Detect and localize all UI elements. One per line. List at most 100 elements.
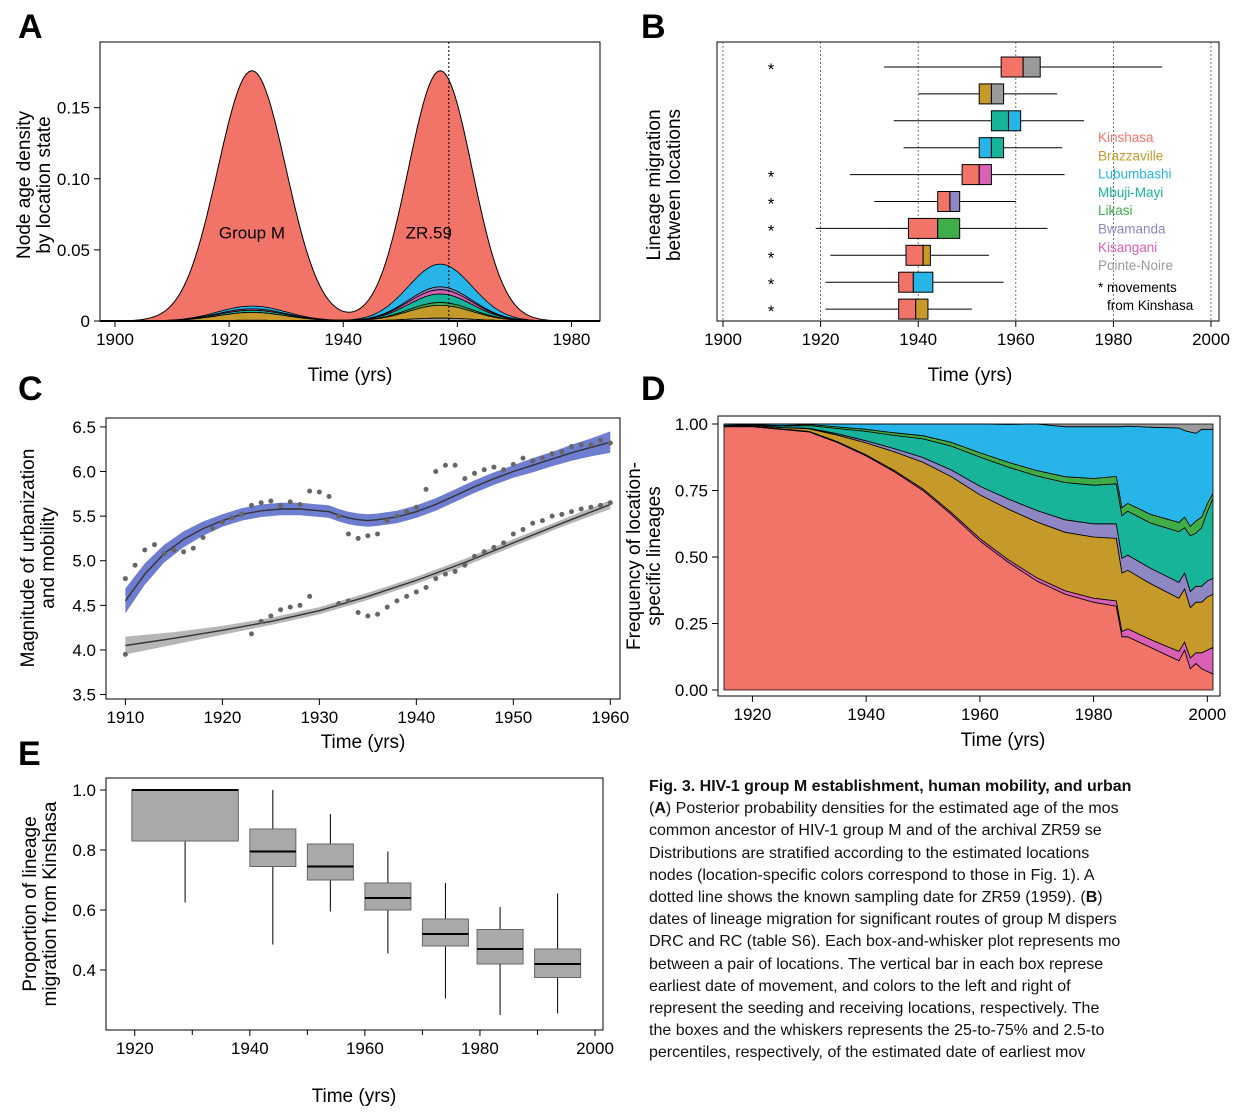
panel-c-fit-1 [125,503,611,647]
caption-panel-ref: B [1085,889,1098,907]
panel-c-point [181,549,187,555]
panel-c-x-tick-label: 1960 [591,708,629,727]
panel-a-x-tick-label: 1980 [553,330,591,349]
panel-b-star: * [768,221,775,240]
panel-c-point [307,488,313,494]
panel-c-point [539,455,545,461]
caption-line: the boxes and the whiskers represents th… [649,1022,1105,1040]
panel-c-point [588,442,594,448]
panel-c-y-tick-label: 5.0 [72,552,96,571]
panel-c-point [607,440,613,446]
caption-line: Distributions are stratified according t… [649,844,1090,862]
panel-c-point [171,547,177,553]
panel-a-ylabel-line: by location state [34,116,55,253]
panel-c-point [472,553,478,559]
panel-b-box-right [990,137,1005,159]
panel-b-box-left [961,164,980,186]
panel-c-point [258,618,264,624]
panel-d-x-tick-label: 1920 [734,705,772,724]
panel-c-point [472,470,478,476]
panel-b-x-tick-label: 1940 [899,330,937,349]
panel-c-point [384,518,390,524]
panel-d-x-tick-label: 1960 [961,705,999,724]
panel-b-frame [716,41,1220,322]
panel-e-y-tick-label: 0.8 [72,841,96,860]
panel-c-point [161,551,167,557]
panel-a: Group M ZR.59 1900 1920 1940 1960 1980 0 0.05 0.1… [14,41,601,386]
panel-c-point [229,515,235,521]
panel-b-box-left [978,137,992,159]
panel-c-point [287,499,293,505]
panel-c-point [345,598,351,604]
stack-pointe-noire [724,423,1214,434]
panel-e-ylabel: Proportion of lineagemigration from Kins… [20,801,61,1006]
panel-c-point [520,527,526,533]
panel-c-point [297,602,303,608]
panel-c-y-tick-label: 6.0 [72,463,96,482]
panel-b-star: * [768,195,775,214]
panel-b-box-right [937,217,961,239]
panel-c-point [481,467,487,473]
panel-e-y-tick-label: 1.0 [72,781,96,800]
panel-letter-A: A [18,8,43,46]
panel-a-x-tick-label: 1900 [96,330,134,349]
panel-b-ylabel: Lineage migrationbetween locations [644,109,685,261]
panel-e-frame [105,777,604,1031]
legend-note-2: from Kinshasa [1107,298,1194,313]
panel-c-point [462,476,468,482]
panel-c-point [190,545,196,551]
caption-line: between a pair of locations. The vertica… [649,955,1104,973]
panel-c-point [258,500,264,506]
panel-b-box-right [912,271,934,293]
panel-c-x-tick-label: 1930 [300,708,338,727]
panel-c-point [423,486,429,492]
legend-lubumbashi: Lubumbashi [1098,167,1172,182]
panel-c-point [287,604,293,610]
panel-c-point [549,513,555,519]
panel-b: * * * * * * * Kinshasa Brazzaville Lubumbashi Mbuj… [644,41,1230,386]
panel-c-point [394,513,400,519]
area-kinshasa [114,70,600,322]
panel-c-point [132,562,138,568]
panel-c-y-tick-label: 5.5 [72,507,96,526]
panel-d-x-tick-label: 2000 [1188,705,1226,724]
panel-b-x-tick-label: 1920 [802,330,840,349]
panel-c-point [578,442,584,448]
panel-c-point [510,531,516,537]
caption-line: nodes (location-specific colors correspo… [649,866,1095,884]
caption-line: dates of lineage migration for significa… [649,911,1117,929]
panel-c-y-tick-label: 6.5 [72,418,96,437]
panel-c-point [355,535,361,541]
panel-c-point [530,520,536,526]
panel-a-x-tick-label: 1920 [210,330,248,349]
panel-e: 1920 1940 1960 1980 2000 0.4 0.6 0.8 1.0 Time (yr… [20,777,614,1107]
panel-c-point [442,571,448,577]
legend-likasi: Likasi [1098,203,1133,218]
panel-b-box-left [978,83,992,105]
panel-c-point [491,544,497,550]
caption-line: represent the seeding and receiving loca… [649,1000,1100,1018]
panel-b-box-left [990,110,1009,132]
annotation-label: Group M [219,224,285,243]
panel-e-box [364,882,412,911]
panel-c-point [142,547,148,553]
panel-d-frame [717,415,1221,697]
caption-line: (A) Posterior probability densities for … [649,800,1119,818]
panel-c-x-tick-label: 1920 [203,708,241,727]
panel-c-point [297,502,303,508]
panel-c-point [510,461,516,467]
panel-c-point [404,509,410,515]
panel-b-x-tick-label: 1980 [1094,330,1132,349]
panel-a-ylabel-line: Node age density [14,111,35,259]
panel-a-y-tick-label: 0 [81,312,90,331]
panel-e-y-tick-label: 0.4 [72,961,96,980]
panel-c-point [122,651,128,657]
panel-d-y-tick-label: 0.75 [675,482,708,501]
panel-c-frame [105,417,621,700]
panel-c-y-tick-label: 4.0 [72,641,96,660]
panel-a-y-tick-label: 0.15 [57,99,90,118]
panel-b-box-right [978,164,992,186]
panel-b-box-left [898,298,917,320]
panel-e-x-tick-label: 1960 [346,1039,384,1058]
panel-c-x-tick-label: 1910 [106,708,144,727]
